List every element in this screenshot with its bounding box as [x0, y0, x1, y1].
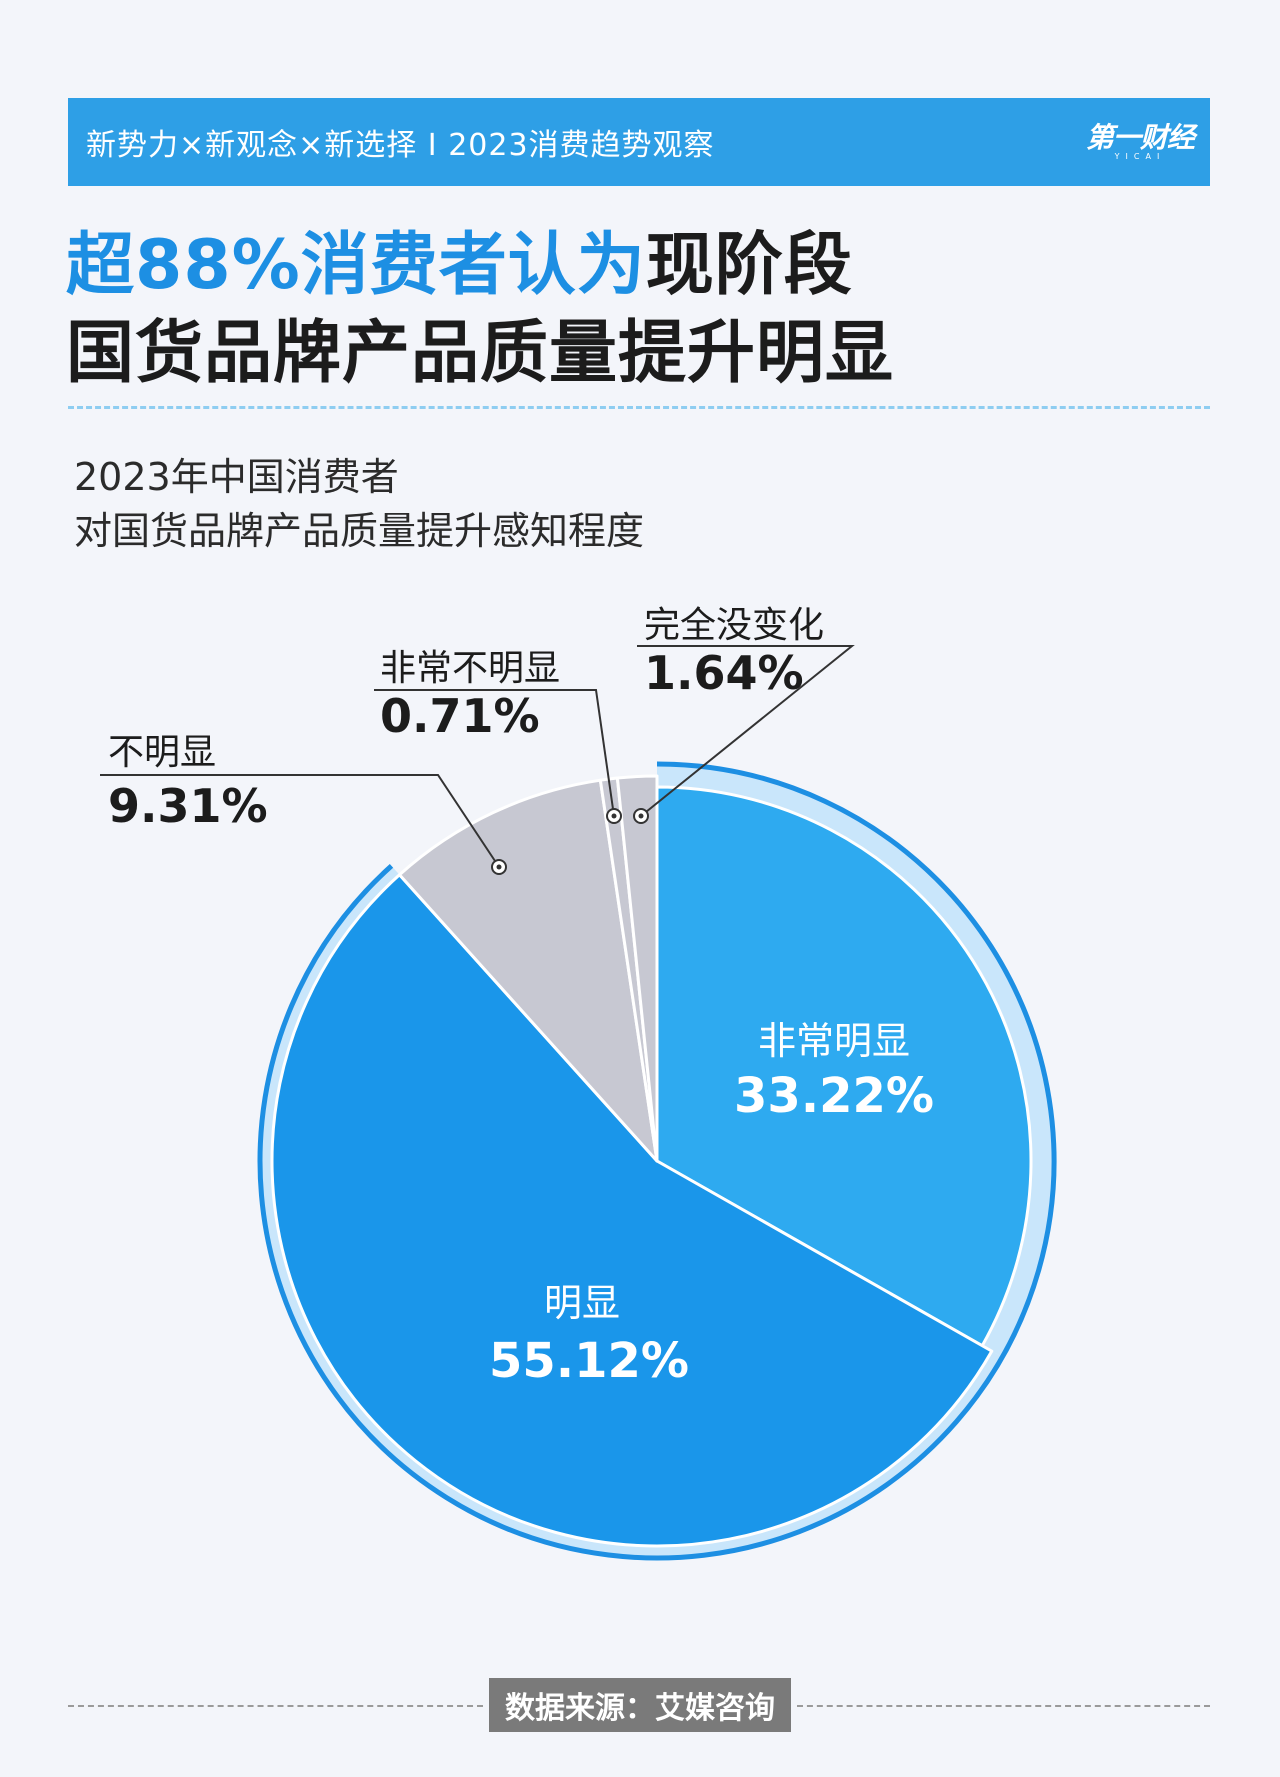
chart-title-line-1: 2023年中国消费者 [74, 455, 399, 499]
leader-line-not-obvious [100, 774, 500, 868]
headline: 超88%消费者认为现阶段 国货品牌产品质量提升明显 [66, 222, 894, 398]
logo-subtext: YICAI [1114, 151, 1166, 161]
pie-outline [257, 761, 1057, 1561]
callout-value-not-obvious: 9.31% [108, 779, 268, 833]
slice-value-very-obvious: 33.22% [734, 1068, 934, 1124]
slice-value-obvious: 55.12% [489, 1333, 689, 1389]
data-source: 数据来源：艾媒咨询 [489, 1678, 791, 1732]
yicai-logo: 第一财经 YICAI [1085, 120, 1195, 161]
footer-divider-left [68, 1705, 483, 1707]
header-banner: 新势力×新观念×新选择 I 2023消费趋势观察 第一财经 YICAI [68, 98, 1210, 186]
pie-slice-very-obvious [655, 785, 1033, 1348]
callout-value-very-not-obvious: 0.71% [380, 689, 540, 743]
leader-dot-center-very-not-obvious [611, 813, 617, 819]
headline-highlight: 超88%消费者认为 [66, 226, 646, 305]
footer-divider-right [797, 1705, 1210, 1707]
callout-label-not-obvious: 不明显 [108, 732, 216, 773]
headline-line-1: 超88%消费者认为现阶段 [66, 222, 894, 310]
logo-text: 第一财经 [1085, 120, 1195, 154]
callout-value-no-change: 1.64% [644, 646, 804, 700]
pie-slice-no-change [615, 774, 659, 1163]
banner-title: 新势力×新观念×新选择 I 2023消费趋势观察 [86, 128, 715, 163]
pie-slice-not-obvious [398, 778, 659, 1163]
pie-slice-obvious [270, 873, 994, 1548]
leader-dot-center-no-change [638, 813, 644, 819]
chart-title: 2023年中国消费者 对国货品牌产品质量提升感知程度 [74, 450, 644, 558]
slice-label-obvious: 明显 [544, 1281, 620, 1325]
leader-line-no-change [637, 645, 855, 817]
divider [68, 406, 1210, 409]
headline-rest: 现阶段 [645, 226, 853, 305]
callout-label-very-not-obvious: 非常不明显 [380, 648, 560, 689]
pie-ring-obvious [260, 865, 1003, 1559]
leader-dot-center-not-obvious [496, 864, 502, 870]
pie-ring-very-obvious [657, 764, 1054, 1358]
slice-label-very-obvious: 非常明显 [758, 1019, 910, 1063]
callout-label-no-change: 完全没变化 [644, 605, 824, 646]
leader-line-very-not-obvious [374, 689, 615, 817]
headline-line-2: 国货品牌产品质量提升明显 [66, 314, 895, 393]
chart-title-line-2: 对国货品牌产品质量提升感知程度 [74, 509, 645, 553]
